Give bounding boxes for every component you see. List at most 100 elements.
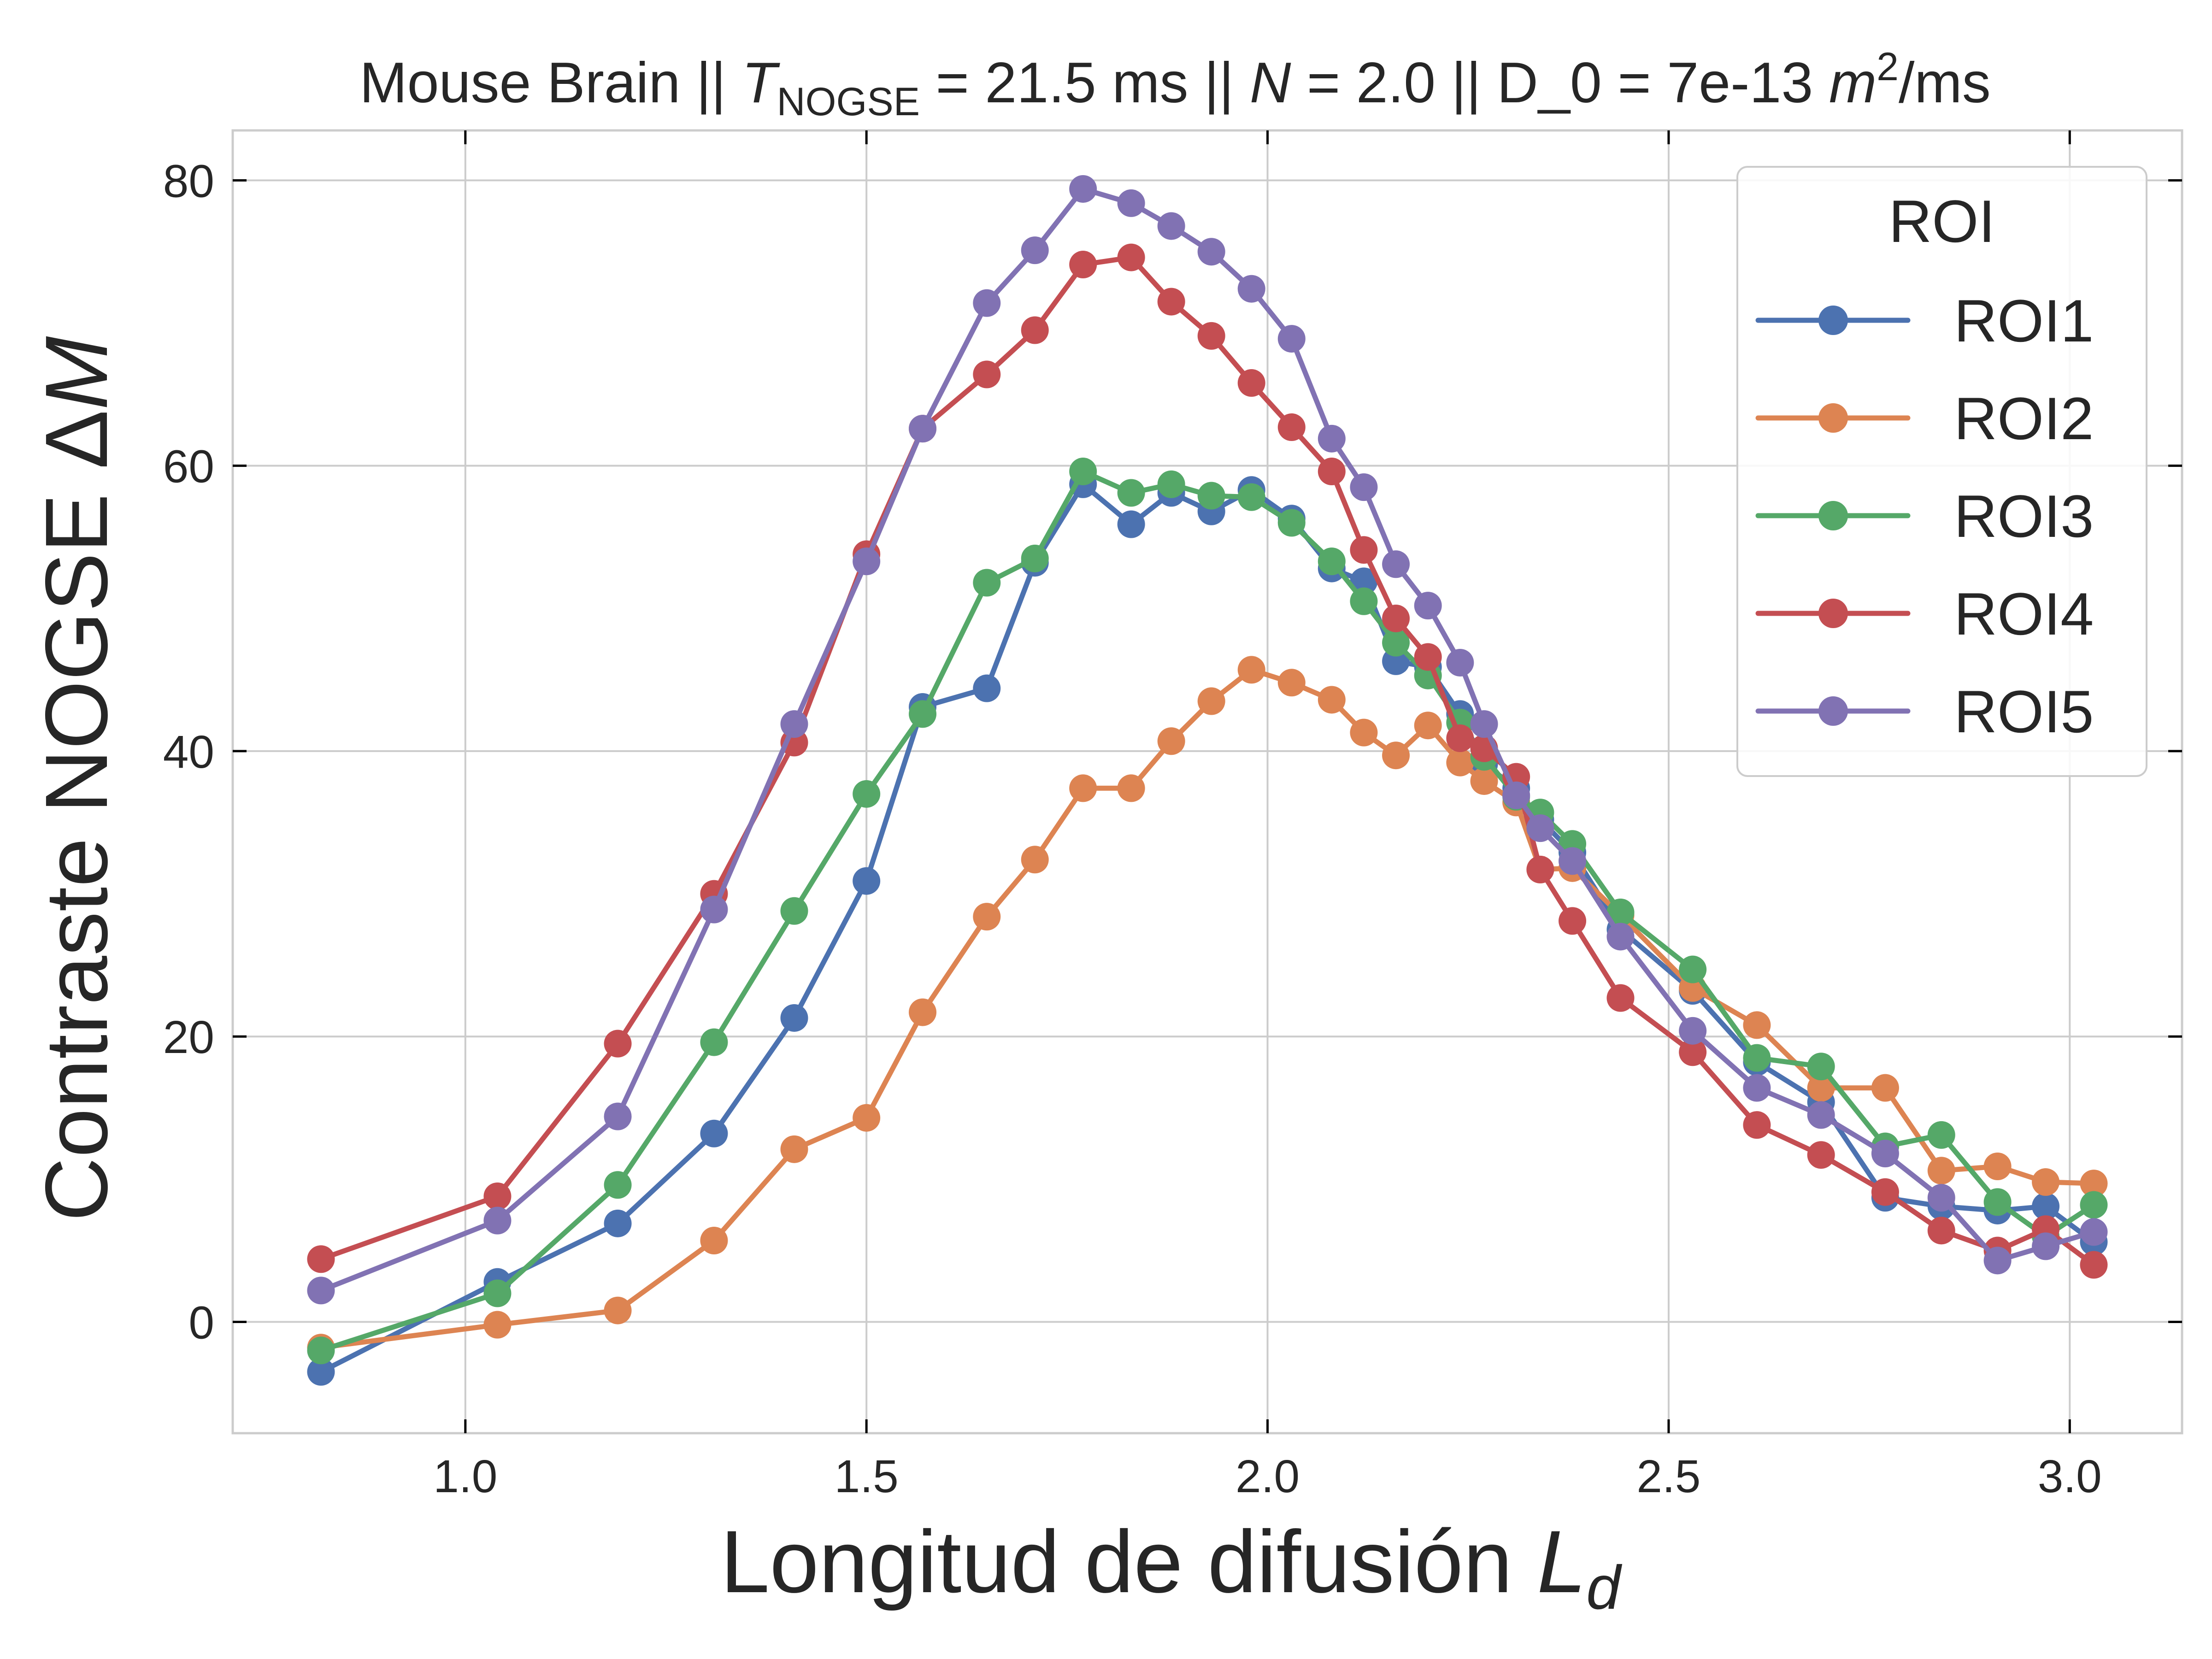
series-roi5 (307, 175, 2108, 1305)
data-point-roi4 (1157, 288, 1185, 316)
data-point-roi4 (1318, 458, 1346, 486)
data-point-roi3 (700, 1028, 728, 1056)
data-point-roi3 (909, 700, 937, 728)
data-point-roi2 (1414, 712, 1442, 740)
legend-label: ROI3 (1954, 482, 2094, 550)
data-point-roi3 (1606, 898, 1635, 926)
x-axis-title: Longitud de difusión Ld (720, 1512, 1623, 1622)
data-point-roi3 (1350, 587, 1378, 615)
data-point-roi3 (1927, 1121, 1955, 1149)
title-t-subscript: NOGSE (777, 80, 920, 124)
data-point-roi5 (1197, 238, 1225, 266)
legend-label: ROI5 (1954, 678, 2094, 745)
title-m-sup: 2 (1877, 45, 1899, 89)
x-tick-label: 1.5 (835, 1451, 899, 1502)
data-point-roi2 (1117, 774, 1145, 802)
data-point-roi5 (1679, 1017, 1707, 1045)
data-point-roi1 (2032, 1192, 2060, 1220)
data-point-roi3 (1983, 1188, 2012, 1216)
data-point-roi5 (1069, 175, 1097, 203)
data-point-roi3 (853, 780, 881, 808)
data-point-roi4 (1069, 251, 1097, 279)
title-t-rest: = 21.5 ms || (920, 51, 1250, 115)
legend-label: ROI4 (1954, 580, 2094, 647)
data-point-roi4 (604, 1030, 632, 1058)
data-point-roi2 (1983, 1152, 2012, 1180)
data-point-roi5 (1526, 814, 1554, 842)
data-point-roi2 (973, 903, 1001, 931)
title-prefix: Mouse Brain || (359, 51, 741, 115)
data-point-roi3 (1117, 479, 1145, 507)
data-point-roi5 (1157, 212, 1185, 240)
data-point-roi2 (2032, 1168, 2060, 1196)
data-point-roi4 (1526, 855, 1554, 883)
data-point-roi5 (1237, 275, 1265, 303)
title-units-tail: /ms (1899, 51, 1991, 115)
data-point-roi4 (1807, 1141, 1835, 1169)
data-point-roi1 (780, 1004, 808, 1032)
data-point-roi2 (483, 1311, 512, 1339)
data-point-roi3 (1277, 509, 1306, 537)
data-point-roi4 (1197, 322, 1225, 350)
data-point-roi2 (2080, 1170, 2108, 1198)
data-point-roi2 (780, 1135, 808, 1163)
data-point-roi3 (1197, 482, 1225, 510)
data-point-roi2 (1197, 687, 1225, 715)
legend-item-roi1: ROI1 (1755, 287, 2094, 354)
series-layer (307, 175, 2108, 1386)
x-tick-label: 2.0 (1235, 1451, 1300, 1502)
data-point-roi4 (483, 1182, 512, 1210)
title-m-symbol: m (1829, 51, 1877, 115)
data-point-roi5 (780, 710, 808, 738)
data-point-roi4 (1414, 643, 1442, 671)
legend-marker (1818, 696, 1848, 726)
data-point-roi5 (1871, 1140, 1899, 1168)
legend-item-roi5: ROI5 (1755, 678, 2094, 745)
data-point-roi5 (307, 1277, 335, 1305)
axis-ticks: 1.0 1.5 2.0 2.5 3.0 0 20 40 60 80 (163, 130, 2182, 1502)
title-n-symbol: N (1250, 51, 1291, 115)
data-point-roi5 (1983, 1247, 2012, 1275)
data-point-roi5 (2032, 1232, 2060, 1260)
legend-marker (1818, 403, 1848, 433)
data-point-roi5 (909, 415, 937, 443)
data-point-roi2 (1470, 767, 1498, 795)
legend-marker (1818, 501, 1848, 530)
title-t-symbol: T (742, 51, 781, 115)
data-point-roi4 (1559, 907, 1587, 935)
plot-frame (231, 129, 2183, 1435)
data-point-roi5 (973, 289, 1001, 317)
data-point-roi5 (1446, 648, 1474, 677)
data-point-roi4 (1277, 413, 1306, 441)
y-tick-label: 60 (163, 441, 214, 493)
data-point-roi2 (1237, 656, 1265, 684)
data-point-roi2 (1277, 669, 1306, 697)
data-point-roi5 (1277, 325, 1306, 353)
title-n-rest: = 2.0 || D_0 = 7e-13 (1291, 51, 1829, 115)
data-point-roi3 (780, 897, 808, 925)
data-point-roi5 (1350, 473, 1378, 501)
data-point-roi5 (1502, 781, 1530, 809)
data-point-roi5 (1606, 923, 1635, 951)
chart-title: Mouse Brain || TNOGSE = 21.5 ms || N = 2… (359, 45, 1990, 124)
data-point-roi5 (1117, 189, 1145, 217)
x-tick-label: 3.0 (2038, 1451, 2102, 1502)
data-point-roi5 (604, 1102, 632, 1130)
data-point-roi2 (1743, 1011, 1771, 1039)
legend-items: ROI1 ROI2 ROI3 ROI4 ROI5 (1755, 287, 2094, 745)
data-point-roi3 (604, 1171, 632, 1199)
x-axis-title-subscript: d (1586, 1553, 1623, 1622)
data-point-roi5 (853, 547, 881, 576)
data-point-roi2 (909, 998, 937, 1026)
data-point-roi4 (1743, 1111, 1771, 1139)
data-point-roi2 (1157, 727, 1185, 755)
data-point-roi4 (2080, 1251, 2108, 1279)
data-point-roi5 (1470, 710, 1498, 738)
legend-label: ROI2 (1954, 385, 2094, 452)
data-point-roi2 (1807, 1074, 1835, 1102)
data-point-roi4 (1679, 1038, 1707, 1066)
data-point-roi5 (1807, 1101, 1835, 1129)
legend-item-roi4: ROI4 (1755, 580, 2094, 647)
legend-title: ROI (1888, 188, 1995, 255)
data-point-roi3 (307, 1336, 335, 1365)
